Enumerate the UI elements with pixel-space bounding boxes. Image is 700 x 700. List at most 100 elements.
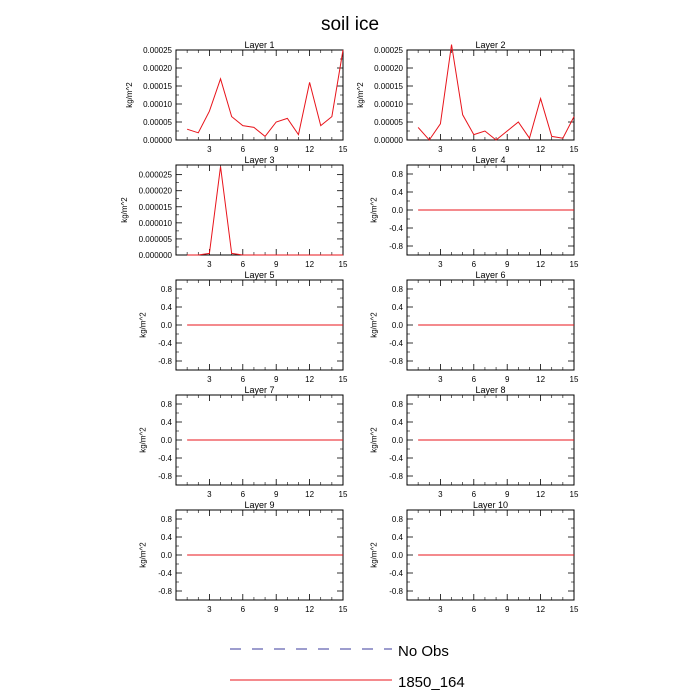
- y-tick-label: -0.8: [158, 472, 172, 481]
- panel-2: Layer 2 3 6 9 12 15 0.00000 0.00005 0.00010 0.000…: [356, 40, 579, 154]
- x-tick-label: 3: [438, 260, 443, 269]
- x-tick-label: 12: [305, 145, 314, 154]
- x-tick-label: 12: [536, 605, 545, 614]
- x-tick-label: 15: [339, 375, 348, 384]
- x-tick-label: 6: [472, 375, 477, 384]
- y-tick-label: 0.000020: [139, 187, 173, 196]
- y-tick-label: 0.8: [161, 285, 173, 294]
- x-tick-label: 12: [536, 260, 545, 269]
- x-tick-label: 15: [570, 145, 579, 154]
- figure-title: soil ice: [321, 14, 379, 35]
- x-tick-label: 9: [505, 375, 510, 384]
- panel-title: Layer 2: [475, 40, 505, 50]
- x-tick-label: 15: [339, 145, 348, 154]
- panel-8: Layer 8 3 6 9 12 15 -0.8 -0.4 0.0 0.4 0.8 kg/m^2: [370, 385, 579, 499]
- y-tick-label: 0.00010: [143, 100, 172, 109]
- y-tick-label: 0.4: [392, 418, 404, 427]
- x-tick-label: 12: [305, 605, 314, 614]
- legend-label-1850-164: 1850_164: [398, 674, 465, 691]
- x-tick-label: 6: [241, 145, 246, 154]
- y-tick-label: 0.4: [161, 533, 173, 542]
- y-axis-label: kg/m^2: [370, 312, 379, 338]
- y-axis-label: kg/m^2: [370, 427, 379, 453]
- y-axis-label: kg/m^2: [139, 312, 148, 338]
- x-tick-label: 6: [472, 145, 477, 154]
- x-tick-label: 6: [472, 260, 477, 269]
- y-tick-label: 0.000025: [139, 171, 173, 180]
- y-tick-label: 0.00005: [143, 118, 172, 127]
- y-tick-label: 0.4: [392, 188, 404, 197]
- y-tick-label: 0.0: [161, 551, 173, 560]
- y-tick-label: 0.8: [392, 400, 404, 409]
- x-tick-label: 6: [472, 605, 477, 614]
- y-tick-label: 0.00020: [143, 64, 172, 73]
- panel-1: Layer 1 3 6 9 12 15 0.00000 0.00005 0.00010 0.000…: [125, 40, 348, 154]
- x-tick-label: 6: [472, 490, 477, 499]
- y-tick-label: 0.00020: [374, 64, 403, 73]
- y-tick-label: -0.8: [389, 472, 403, 481]
- y-tick-label: -0.8: [389, 587, 403, 596]
- y-axis-label: kg/m^2: [139, 427, 148, 453]
- series-line: [186, 49, 344, 138]
- x-tick-label: 3: [207, 145, 212, 154]
- y-tick-label: -0.4: [389, 224, 403, 233]
- y-tick-label: 0.00025: [143, 46, 172, 55]
- y-tick-label: 0.8: [161, 515, 173, 524]
- panel-title: Layer 1: [244, 40, 274, 50]
- figure-legend: No Obs 1850_164: [230, 643, 465, 691]
- x-tick-label: 3: [438, 490, 443, 499]
- x-tick-label: 3: [438, 145, 443, 154]
- y-tick-label: 0.4: [161, 418, 173, 427]
- panel-title: Layer 4: [475, 155, 505, 165]
- x-tick-label: 12: [305, 490, 314, 499]
- panel-10: Layer 10 3 6 9 12 15 -0.8 -0.4 0.0 0.4 0.8 kg/m^2: [370, 500, 579, 614]
- y-tick-label: 0.000000: [139, 251, 173, 260]
- y-tick-label: 0.4: [392, 303, 404, 312]
- x-tick-label: 15: [570, 605, 579, 614]
- x-tick-label: 3: [207, 260, 212, 269]
- y-tick-label: 0.00000: [143, 136, 172, 145]
- x-tick-label: 9: [274, 605, 279, 614]
- x-tick-label: 3: [438, 605, 443, 614]
- x-tick-label: 15: [339, 260, 348, 269]
- y-tick-label: 0.0: [161, 321, 173, 330]
- panel-4: Layer 4 3 6 9 12 15 -0.8 -0.4 0.0 0.4 0.8 kg/m^2: [370, 155, 579, 269]
- y-axis-label: kg/m^2: [120, 197, 129, 223]
- y-tick-label: -0.4: [389, 454, 403, 463]
- x-tick-label: 12: [536, 375, 545, 384]
- y-tick-label: 0.8: [392, 170, 404, 179]
- panel-title: Layer 10: [473, 500, 508, 510]
- x-tick-label: 9: [274, 260, 279, 269]
- panel-6: Layer 6 3 6 9 12 15 -0.8 -0.4 0.0 0.4 0.8 kg/m^2: [370, 270, 579, 384]
- panel-title: Layer 5: [244, 270, 274, 280]
- x-tick-label: 12: [536, 490, 545, 499]
- y-tick-label: 0.4: [161, 303, 173, 312]
- y-axis-label: kg/m^2: [125, 82, 134, 108]
- y-tick-label: 0.00015: [143, 82, 172, 91]
- y-tick-label: 0.0: [392, 551, 404, 560]
- x-tick-label: 9: [274, 375, 279, 384]
- panel-7: Layer 7 3 6 9 12 15 -0.8 -0.4 0.0 0.4 0.8 kg/m^2: [139, 385, 348, 499]
- panel-title: Layer 7: [244, 385, 274, 395]
- plot-frame: [175, 164, 344, 256]
- x-tick-label: 12: [305, 375, 314, 384]
- x-tick-label: 9: [274, 145, 279, 154]
- legend-label-no-obs: No Obs: [398, 643, 449, 660]
- y-tick-label: 0.0: [392, 436, 404, 445]
- y-tick-label: 0.8: [161, 400, 173, 409]
- panel-3: Layer 3 3 6 9 12 15 0.000000 0.000005 0.000010 0.…: [120, 155, 348, 269]
- x-tick-label: 6: [241, 605, 246, 614]
- y-axis-label: kg/m^2: [356, 82, 365, 108]
- y-tick-label: 0.000010: [139, 219, 173, 228]
- y-tick-label: -0.8: [389, 242, 403, 251]
- x-tick-label: 12: [536, 145, 545, 154]
- x-tick-label: 6: [241, 375, 246, 384]
- x-tick-label: 15: [339, 605, 348, 614]
- y-tick-label: 0.0: [392, 321, 404, 330]
- x-tick-label: 15: [570, 260, 579, 269]
- y-tick-label: 0.00010: [374, 100, 403, 109]
- x-tick-label: 12: [305, 260, 314, 269]
- x-tick-label: 9: [505, 490, 510, 499]
- panel-grid: Layer 1 3 6 9 12 15 0.00000 0.00005 0.00010 0.000…: [120, 40, 579, 614]
